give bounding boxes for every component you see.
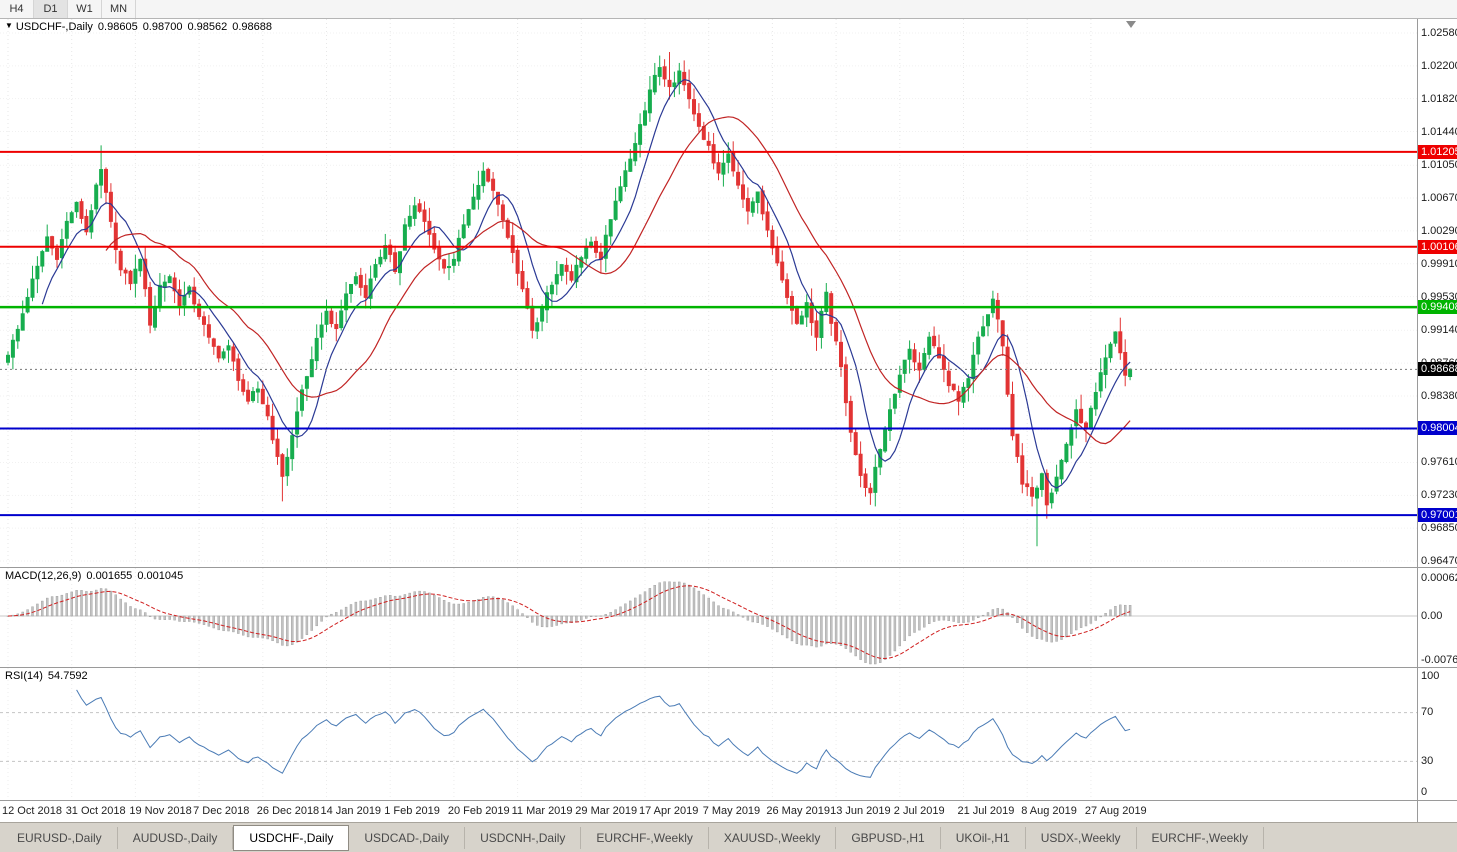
rsi-value: 54.7592: [47, 670, 88, 682]
macd-canvas[interactable]: [0, 568, 1417, 667]
date-axis-label: 29 Mar 2019: [575, 805, 638, 817]
macd-value-main: 0.001655: [86, 570, 133, 582]
ma-slow-line: [105, 116, 1131, 445]
macd-axis-label: 0.0006286: [1421, 572, 1457, 584]
date-axis-label: 7 Dec 2018: [193, 805, 250, 817]
date-axis-label: 19 Nov 2018: [129, 805, 192, 817]
date-axis-label: 20 Feb 2019: [447, 805, 510, 817]
price-axis-label: 1.01820: [1421, 92, 1457, 105]
price-axis-label: 1.01440: [1421, 125, 1457, 138]
date-axis-label: 27 Aug 2019: [1084, 805, 1147, 817]
date-axis-label: 11 Mar 2019: [511, 805, 573, 817]
resistance-line-badge[interactable]: 1.00106: [1418, 239, 1457, 254]
date-axis-label: 2 Jul 2019: [893, 805, 945, 817]
price-axis-label: 0.96470: [1421, 555, 1457, 567]
support-line-badge[interactable]: 0.98004: [1418, 421, 1457, 436]
current-price-badge[interactable]: 0.98688: [1418, 362, 1457, 377]
chart-tab-audusd-daily[interactable]: AUDUSD-,Daily: [118, 826, 234, 849]
pivot-line-badge[interactable]: 0.99408: [1418, 300, 1457, 315]
price-axis-label: 0.99530: [1421, 290, 1457, 303]
date-axis-label: 14 Jan 2019: [320, 805, 382, 817]
rsi-label: RSI(14): [5, 670, 43, 682]
price-axis-label: 0.97230: [1421, 489, 1457, 502]
chart-title: ▼ USDCHF-,Daily 0.98605 0.98700 0.98562 0.986…: [5, 21, 272, 33]
macd-label: MACD(12,26,9): [5, 570, 82, 582]
chart-menu-icon[interactable]: ▼: [5, 21, 13, 30]
chart-tab-usdchf-daily[interactable]: USDCHF-,Daily: [233, 824, 350, 851]
timeframe-toolbar: H4 D1 W1 MN: [0, 0, 1457, 19]
price-axis-chart-section[interactable]: 1.02580 1.02200 1.01820 1.01440 1.01050 1.006…: [1418, 19, 1457, 567]
symbol-title: USDCHF-,Daily: [15, 21, 93, 33]
date-axis[interactable]: 12 Oct 2018 31 Oct 2018 19 Nov 2018 7 Dec 2…: [0, 800, 1417, 822]
timeframe-button-mn[interactable]: MN: [102, 0, 136, 18]
price-axis-macd-section[interactable]: 0.0006286 0.00 -0.00762: [1418, 567, 1457, 667]
price-axis-label: 0.96850: [1421, 522, 1457, 535]
chart-tab-eurchf-weekly[interactable]: EURCHF-,Weekly: [581, 826, 709, 849]
ohlc-low: 0.98562: [187, 21, 228, 33]
rsi-axis-label: 30: [1421, 755, 1434, 767]
date-axis-label: 12 Oct 2018: [2, 805, 62, 817]
ohlc-high: 0.98700: [142, 21, 183, 33]
timeframe-button-d1[interactable]: D1: [34, 0, 68, 18]
date-axis-label: 13 Jun 2019: [830, 805, 891, 817]
candlestick-chart-canvas[interactable]: [0, 19, 1417, 567]
price-axis-label: 0.97610: [1421, 456, 1457, 469]
chart-tab-gbpusd-h1[interactable]: GBPUSD-,H1: [836, 826, 941, 849]
price-axis-label: 1.00290: [1421, 224, 1457, 237]
date-axis-label: 7 May 2019: [702, 805, 761, 817]
macd-axis-label: 0.00: [1421, 610, 1443, 622]
price-axis[interactable]: 1.02580 1.02200 1.01820 1.01440 1.01050 1.006…: [1417, 19, 1457, 822]
rsi-line: [76, 689, 1131, 778]
chart-tab-usdcnh-daily[interactable]: USDCNH-,Daily: [465, 826, 582, 849]
timeframe-button-w1[interactable]: W1: [68, 0, 102, 18]
rsi-indicator-panel[interactable]: RSI(14) 54.7592: [0, 667, 1417, 800]
price-axis-label: 1.02580: [1421, 27, 1457, 39]
price-axis-label: 1.01050: [1421, 159, 1457, 172]
macd-indicator-panel[interactable]: MACD(12,26,9) 0.001655 0.001045: [0, 567, 1417, 667]
macd-histogram: [6, 581, 1132, 665]
ohlc-close: 0.98688: [232, 21, 272, 33]
ma-fast-line: [41, 78, 1131, 489]
price-axis-label: 0.99910: [1421, 257, 1457, 270]
chart-tab-usdx-weekly[interactable]: USDX-,Weekly: [1026, 826, 1137, 849]
chart-tab-eurusd-daily[interactable]: EURUSD-,Daily: [2, 826, 118, 849]
price-axis-label: 0.99140: [1421, 324, 1457, 337]
timeframe-button-h4[interactable]: H4: [0, 0, 34, 18]
chart-tab-ukoil-h1[interactable]: UKOil-,H1: [941, 826, 1026, 849]
date-axis-label: 1 Feb 2019: [384, 805, 440, 817]
macd-signal-line: [7, 585, 1131, 660]
macd-axis-label: -0.00762: [1421, 654, 1457, 666]
price-axis-label: 0.98380: [1421, 389, 1457, 402]
date-axis-label: 26 Dec 2018: [256, 805, 320, 817]
candlestick-series: [6, 52, 1133, 547]
rsi-axis-label: 100: [1421, 670, 1440, 682]
ohlc-open: 0.98605: [97, 21, 138, 33]
date-axis-label: 17 Apr 2019: [639, 805, 699, 817]
price-axis-blank-section: [1418, 800, 1457, 822]
date-axis-label: 8 Aug 2019: [1021, 805, 1077, 817]
resistance-line-badge[interactable]: 1.01205: [1418, 144, 1457, 159]
rsi-header: RSI(14) 54.7592: [5, 670, 88, 682]
rsi-canvas[interactable]: [0, 668, 1417, 800]
rsi-axis-label: 70: [1421, 706, 1434, 718]
date-axis-label: 26 May 2019: [766, 805, 830, 817]
chart-tab-usdcad-daily[interactable]: USDCAD-,Daily: [349, 826, 466, 849]
rsi-axis-label: 0: [1421, 786, 1428, 798]
price-axis-label: 1.02200: [1421, 59, 1457, 72]
chart-shift-marker-icon[interactable]: [1126, 21, 1136, 28]
date-axis-label: 21 Jul 2019: [957, 805, 1015, 817]
chart-tab-xauusd-weekly[interactable]: XAUUSD-,Weekly: [709, 826, 837, 849]
price-axis-rsi-section[interactable]: 100 70 30 0: [1418, 667, 1457, 800]
support-line-badge[interactable]: 0.97001: [1418, 508, 1457, 523]
macd-value-signal: 0.001045: [137, 570, 184, 582]
price-axis-label: 1.00670: [1421, 192, 1457, 205]
main-chart-panel[interactable]: ▼ USDCHF-,Daily 0.98605 0.98700 0.98562 0.986…: [0, 19, 1417, 567]
date-axis-label: 31 Oct 2018: [65, 805, 126, 817]
macd-header: MACD(12,26,9) 0.001655 0.001045: [5, 570, 183, 582]
chart-tab-eurchf-weekly[interactable]: EURCHF-,Weekly: [1137, 826, 1264, 849]
chart-tab-bar: EURUSD-,Daily AUDUSD-,Daily USDCHF-,Daily U…: [0, 822, 1457, 852]
